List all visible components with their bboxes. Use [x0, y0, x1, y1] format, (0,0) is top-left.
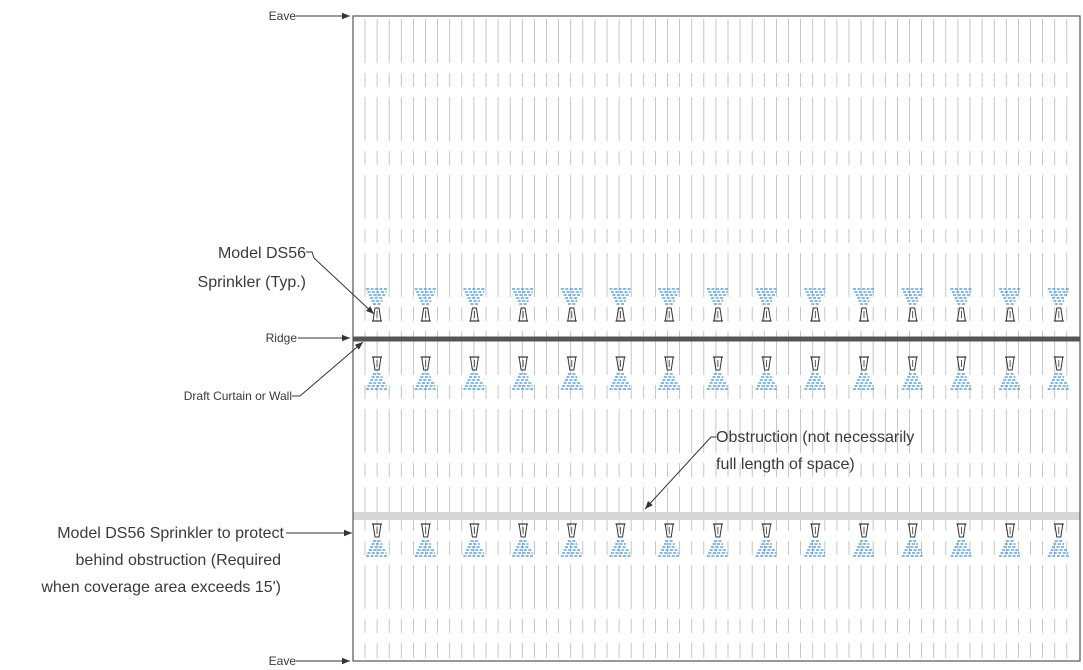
sprinkler-behind-obstruction — [414, 523, 437, 557]
draft-curtain-label: Draft Curtain or Wall — [184, 389, 292, 403]
sprinkler-below-ridge — [901, 356, 924, 390]
sprinkler-below-ridge — [706, 356, 729, 390]
sprinkler-below-ridge — [512, 356, 535, 390]
sprinkler-above-ridge — [463, 288, 486, 322]
obstruction-band — [353, 512, 1080, 520]
sprinkler-above-ridge — [658, 288, 681, 322]
sprinkler-below-ridge — [1047, 356, 1070, 390]
sprinkler-above-ridge — [950, 288, 973, 322]
sprinkler-behind-obstruction — [560, 523, 583, 557]
sprinkler-below-ridge — [853, 356, 875, 390]
sprinkler-behind-obstruction — [463, 523, 486, 557]
sprinkler-behind-obstruction — [366, 523, 388, 557]
sprinkler-behind-obstruction — [999, 523, 1022, 557]
sprinkler-typ-arrow — [306, 251, 375, 315]
sprinkler-behind-obstruction — [804, 523, 827, 557]
sprinkler-above-ridge — [1047, 288, 1070, 322]
sprinkler-behind-obstruction — [950, 523, 973, 557]
leader-lines — [286, 12, 716, 665]
sprinkler-behind-obstruction — [609, 523, 632, 557]
sprinkler-above-ridge — [853, 288, 875, 322]
obstruction-label-line1: Obstruction (not necessarily — [716, 429, 914, 446]
sprinkler-below-ridge — [366, 356, 388, 390]
sprinkler-below-ridge — [414, 356, 437, 390]
eave-bottom-label: Eave — [269, 654, 297, 668]
eave-top-label: Eave — [269, 9, 297, 23]
sprinkler-above-ridge — [999, 288, 1022, 322]
sprinkler-above-ridge — [366, 288, 388, 322]
sprinkler-above-ridge — [414, 288, 437, 322]
sprinkler-below-ridge — [463, 356, 486, 390]
sprinkler-rows — [366, 288, 1070, 557]
sprinkler-below-ridge — [804, 356, 827, 390]
sprinkler-below-ridge — [658, 356, 681, 390]
sprinkler-below-ridge — [950, 356, 973, 390]
behind-obstruction-label-line2: behind obstruction (Required — [76, 552, 281, 569]
behind-obstruction-label-line3: when coverage area exceeds 15') — [40, 579, 281, 596]
sprinkler-above-ridge — [755, 288, 778, 322]
sprinkler-behind-obstruction — [853, 523, 875, 557]
sprinkler-behind-obstruction — [706, 523, 729, 557]
sprinkler-below-ridge — [755, 356, 778, 390]
obstruction-arrow — [644, 436, 716, 510]
sprinkler-behind-obstruction — [901, 523, 924, 557]
ridge-label: Ridge — [266, 331, 298, 345]
obstruction-label-line2: full length of space) — [716, 456, 855, 473]
sprinkler-typ-label-line1: Model DS56 — [218, 245, 306, 262]
sprinkler-typ-label-line2: Sprinkler (Typ.) — [198, 274, 306, 291]
roof-outline — [352, 15, 1081, 662]
sprinkler-below-ridge — [560, 356, 583, 390]
sprinkler-above-ridge — [804, 288, 827, 322]
sprinkler-above-ridge — [560, 288, 583, 322]
sprinkler-below-ridge — [609, 356, 632, 390]
sprinkler-behind-obstruction — [658, 523, 681, 557]
behind-obstruction-label-line1: Model DS56 Sprinkler to protect — [57, 525, 284, 542]
sprinkler-above-ridge — [512, 288, 535, 322]
sprinkler-above-ridge — [609, 288, 632, 322]
sprinkler-behind-obstruction — [755, 523, 778, 557]
sprinkler-above-ridge — [706, 288, 729, 322]
draft-curtain-arrow — [292, 341, 364, 397]
sprinkler-above-ridge — [901, 288, 924, 322]
sprinkler-behind-obstruction — [512, 523, 535, 557]
sprinkler-below-ridge — [999, 356, 1022, 390]
sprinkler-behind-obstruction — [1047, 523, 1070, 557]
